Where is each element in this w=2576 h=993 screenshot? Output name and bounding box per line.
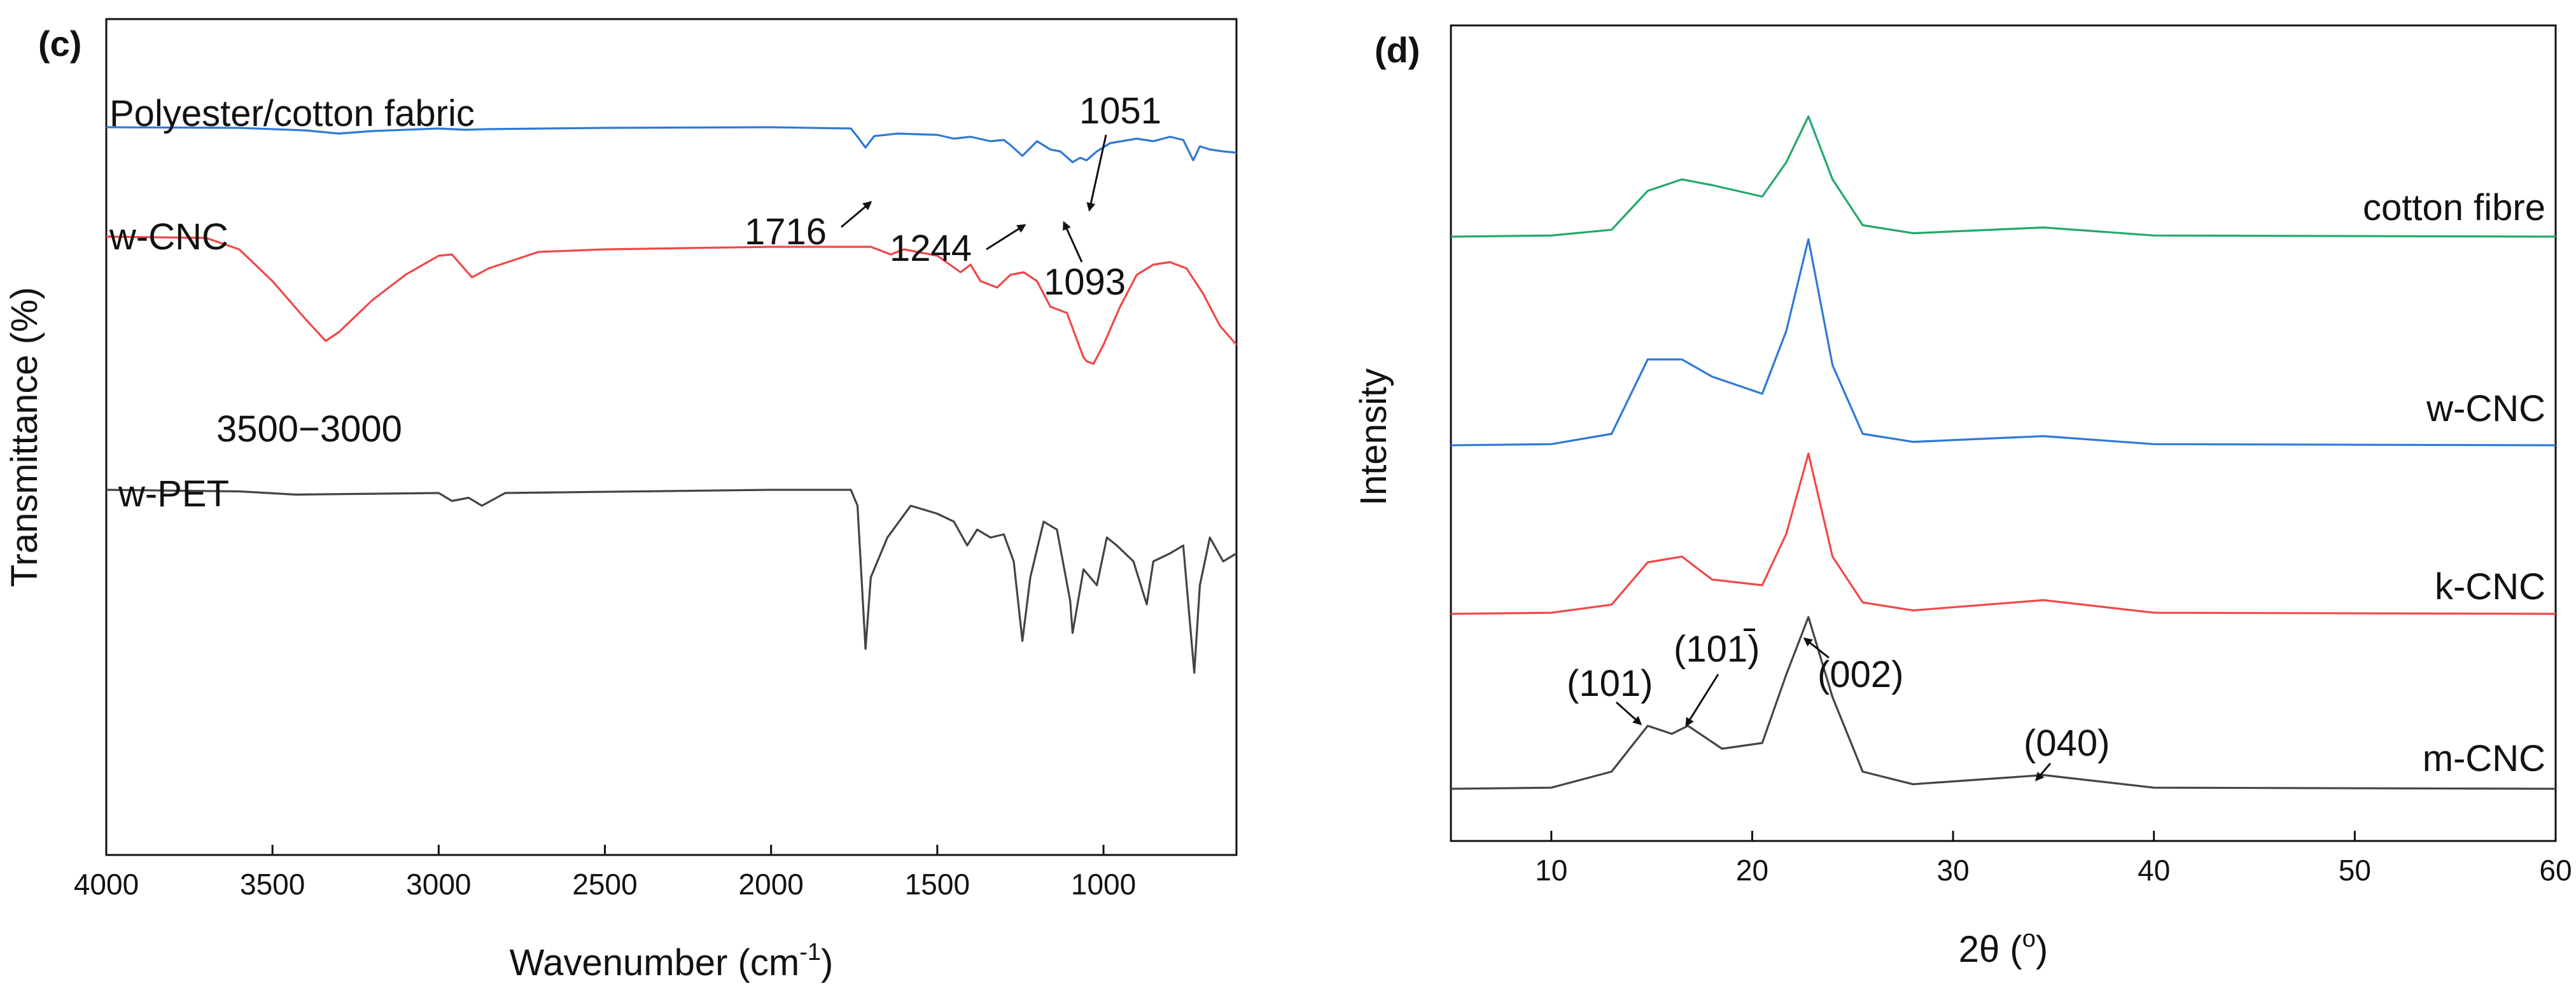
panel-c-series-label-wpet: w-PET (118, 473, 229, 515)
panel-d-series-label-wcnc: w-CNC (2426, 388, 2545, 429)
panel-d-x-tick-label: 40 (2138, 854, 2170, 887)
annotation-101: (101) (1567, 663, 1653, 704)
panel-c-x-tick-label: 2000 (739, 868, 804, 901)
panel-d-label: (d) (1375, 30, 1420, 70)
panel-c-series (106, 126, 1238, 674)
series-line-w-cnc (1450, 238, 2556, 447)
panel-d-x-tick-label: 10 (1535, 854, 1567, 887)
panel-c-x-tick-label: 2500 (572, 868, 637, 901)
annotation-002-arrow (1803, 637, 1830, 659)
panel-d-series-label-cotton: cotton fibre (2363, 187, 2545, 228)
panel-d-x-label-main: 2θ ( (1959, 929, 2022, 970)
series-line-cotton-fibre (1450, 115, 2556, 238)
panel-c-x-label: Wavenumber (cm-1) (510, 939, 834, 983)
panel-c-x-label-main: Wavenumber (cm (510, 942, 800, 983)
panel-d: (d) 10 20 30 40 50 60 cotton fibre w-CNC k-CN… (1353, 24, 2572, 970)
panel-d-x-label: 2θ (o) (1959, 926, 2048, 970)
annotation-101-bar-arrow (1685, 674, 1719, 727)
panel-c-series-label-polyester: Polyester/cotton fabric (109, 93, 475, 134)
series-line-k-cnc (1450, 452, 2556, 615)
panel-c-x-tick-label: 3000 (406, 868, 471, 901)
panel-d-x-tick-label: 60 (2539, 854, 2572, 887)
series-line-polyester-cotton-fabric (106, 126, 1237, 163)
panel-d-x-label-sup: o (2022, 926, 2036, 952)
panel-c-series-label-wcnc: w-CNC (109, 216, 228, 258)
panel-d-series-label-kcnc: k-CNC (2435, 566, 2545, 608)
panel-d-x-ticks: 10 20 30 40 50 60 (1535, 831, 2572, 887)
panel-d-x-tick-label: 50 (2339, 854, 2371, 887)
annotation-1093-arrow (1063, 221, 1083, 263)
annotation-1716: 1716 (745, 211, 827, 253)
panel-d-x-tick-label: 30 (1937, 854, 1970, 887)
panel-c-frame (105, 18, 1238, 856)
panel-c-x-tick-label: 1000 (1071, 868, 1136, 901)
annotation-oh-band: 3500−3000 (216, 408, 402, 450)
panel-d-series-label-mcnc: m-CNC (2423, 738, 2545, 779)
annotation-040: (040) (2024, 723, 2110, 764)
series-line-m-cnc (1450, 616, 2556, 790)
panel-d-y-label: Intensity (1353, 368, 1394, 506)
panel-d-series (1450, 115, 2556, 790)
panel-c-label: (c) (38, 24, 81, 64)
annotation-1051-arrow (1086, 134, 1107, 212)
panel-d-frame (1450, 24, 2557, 842)
panel-c-x-label-sup: -1 (799, 939, 821, 966)
annotation-1244-arrow (986, 224, 1026, 251)
panel-c-y-label: Transmittance (%) (4, 287, 45, 587)
panel-c-x-ticks: 4000 3500 3000 2500 2000 1500 1000 (74, 845, 1136, 901)
panel-c-x-tick-label: 4000 (74, 868, 139, 901)
annotation-101-bar: (101) (1674, 628, 1760, 670)
annotation-040-arrow (2035, 763, 2052, 782)
panel-d-x-label-close: ) (2036, 929, 2048, 970)
panel-c-x-tick-label: 1500 (905, 868, 970, 901)
panel-d-x-tick-label: 20 (1736, 854, 1768, 887)
series-line-w-cnc (106, 235, 1238, 365)
annotation-101-arrow (1615, 701, 1642, 726)
panel-c-x-tick-label: 3500 (240, 868, 305, 901)
annotation-1093: 1093 (1044, 261, 1126, 303)
panel-c: (c) 4000 3500 3000 2500 2000 1500 1000 Polyest… (4, 18, 1238, 983)
annotation-1051: 1051 (1079, 90, 1161, 132)
annotation-002: (002) (1817, 654, 1903, 695)
annotation-1244: 1244 (890, 228, 972, 269)
annotation-1716-arrow (841, 201, 872, 228)
series-line-w-pet (106, 489, 1237, 674)
panel-c-x-label-close: ) (821, 942, 833, 983)
